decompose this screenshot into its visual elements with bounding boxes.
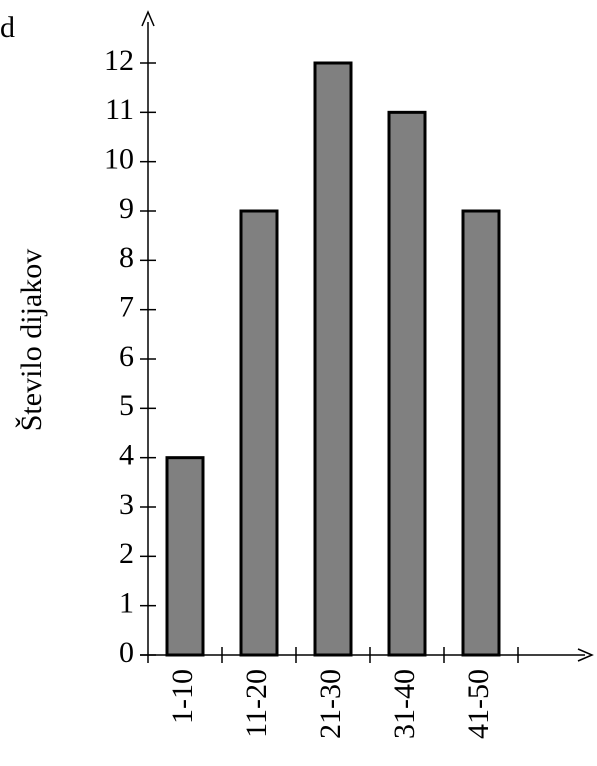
y-tick-label: 12 (104, 44, 134, 77)
bar (165, 456, 205, 657)
x-axis-arrow (577, 648, 594, 662)
x-tick-label: 11-20 (240, 669, 273, 738)
bar (387, 110, 427, 657)
y-tick-label: 8 (119, 241, 134, 274)
bar (239, 209, 279, 657)
y-tick-label: 1 (119, 587, 134, 620)
x-tick-label: 41-50 (462, 669, 495, 739)
y-axis-label: Število dijakov (15, 249, 48, 432)
y-tick-label: 2 (119, 537, 134, 570)
y-tick-label: 10 (104, 143, 134, 176)
y-tick-label: 0 (119, 636, 134, 669)
x-tick-label: 31-40 (388, 669, 421, 739)
chart-title: d (0, 11, 15, 44)
y-tick-label: 4 (119, 439, 134, 472)
y-axis-arrow (141, 10, 155, 27)
x-tick-label: 1-10 (166, 669, 199, 724)
y-tick-label: 6 (119, 340, 134, 373)
y-tick-label: 11 (105, 93, 134, 126)
x-tick-label: 21-30 (314, 669, 347, 739)
bar (313, 61, 353, 657)
y-tick-label: 3 (119, 488, 134, 521)
y-tick-label: 7 (119, 291, 134, 324)
y-tick-label: 9 (119, 192, 134, 225)
y-tick-label: 5 (119, 389, 134, 422)
bar (461, 209, 501, 657)
